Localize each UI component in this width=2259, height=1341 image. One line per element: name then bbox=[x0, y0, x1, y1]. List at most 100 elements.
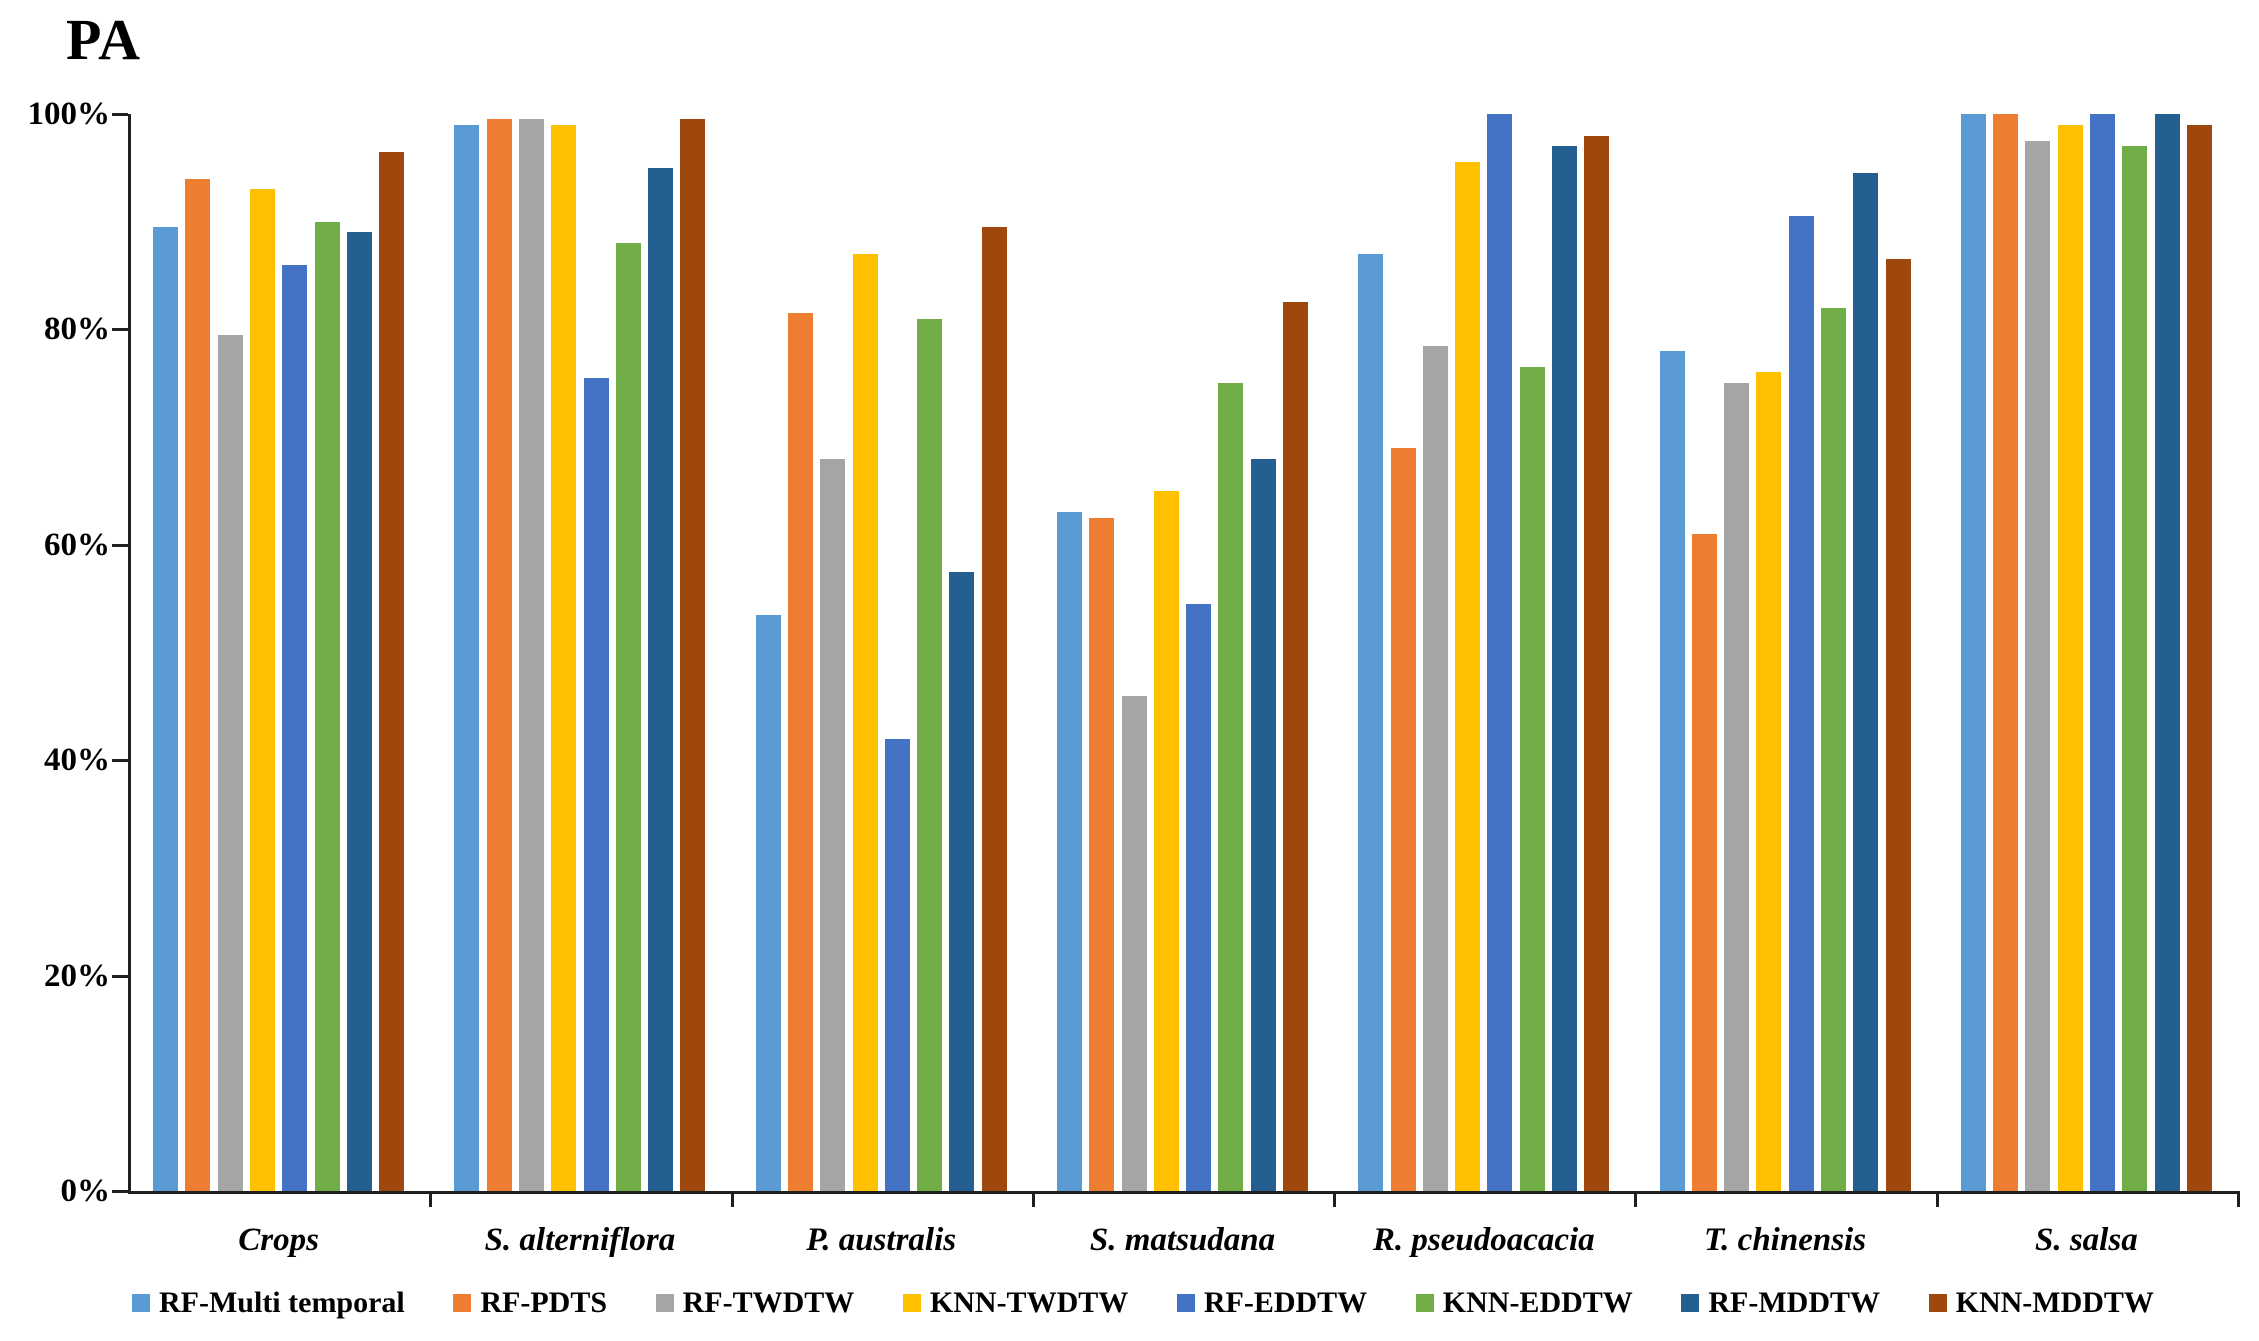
legend-item-RF-TWDTW: RF-TWDTW bbox=[655, 1286, 855, 1320]
legend-label: RF-TWDTW bbox=[682, 1286, 855, 1319]
legend-swatch bbox=[1928, 1294, 1947, 1312]
y-tick-label: 40% bbox=[44, 742, 110, 779]
y-tick-label: 60% bbox=[44, 526, 110, 563]
bar-KNN-TWDTW-P. australis bbox=[852, 254, 878, 1191]
bar-RF-MDDTW-R. pseudoacacia bbox=[1552, 146, 1578, 1191]
bar-RF-EDDTW-Crops bbox=[282, 264, 308, 1191]
bar-RF-TWDTW-S. matsudana bbox=[1121, 695, 1147, 1191]
bar-RF-TWDTW-T. chinensis bbox=[1724, 383, 1750, 1191]
legend-item-KNN-TWDTW: KNN-TWDTW bbox=[902, 1286, 1129, 1320]
bar-RF-Multi temporal-P. australis bbox=[755, 614, 781, 1191]
bar-KNN-MDDTW-T. chinensis bbox=[1885, 259, 1911, 1191]
bar-RF-MDDTW-T. chinensis bbox=[1853, 173, 1879, 1191]
bar-RF-EDDTW-T. chinensis bbox=[1788, 216, 1814, 1191]
y-tick-label: 100% bbox=[27, 96, 111, 132]
x-tick bbox=[429, 1194, 433, 1207]
bar-RF-PDTS-T. chinensis bbox=[1691, 534, 1717, 1191]
bar-KNN-TWDTW-T. chinensis bbox=[1756, 372, 1782, 1191]
x-tick bbox=[730, 1194, 734, 1207]
legend-item-RF-EDDTW: RF-EDDTW bbox=[1176, 1286, 1368, 1320]
x-tick bbox=[1031, 1194, 1035, 1207]
x-tick bbox=[1333, 1194, 1337, 1207]
bar-RF-EDDTW-S. alterniflora bbox=[583, 377, 609, 1191]
bar-RF-Multi temporal-S. matsudana bbox=[1056, 512, 1082, 1191]
x-tick bbox=[2237, 1194, 2240, 1207]
y-tick-label: 20% bbox=[44, 957, 110, 994]
bar-KNN-TWDTW-S. alterniflora bbox=[551, 124, 577, 1191]
bar-KNN-EDDTW-S. salsa bbox=[2122, 146, 2148, 1191]
bar-RF-MDDTW-S. matsudana bbox=[1250, 458, 1276, 1191]
y-tick-label: 80% bbox=[44, 311, 110, 348]
legend-swatch bbox=[655, 1294, 674, 1312]
bar-RF-EDDTW-P. australis bbox=[884, 738, 910, 1191]
bar-KNN-MDDTW-P. australis bbox=[981, 227, 1007, 1191]
bar-RF-MDDTW-S. alterniflora bbox=[648, 167, 674, 1191]
legend-label: RF-MDDTW bbox=[1708, 1286, 1881, 1319]
bar-RF-Multi temporal-Crops bbox=[153, 227, 179, 1191]
bar-KNN-EDDTW-T. chinensis bbox=[1821, 307, 1847, 1191]
legend-item-RF-MDDTW: RF-MDDTW bbox=[1681, 1286, 1880, 1320]
legend-label: KNN-MDDTW bbox=[1955, 1286, 2154, 1319]
bar-RF-TWDTW-R. pseudoacacia bbox=[1422, 345, 1448, 1191]
legend: RF-Multi temporal RF-PDTS RF-TWDTW KNN-TWDT… bbox=[132, 1282, 2154, 1324]
x-tick bbox=[1634, 1194, 1638, 1207]
bar-KNN-TWDTW-Crops bbox=[249, 189, 275, 1191]
y-tick bbox=[112, 1190, 128, 1193]
bar-RF-PDTS-R. pseudoacacia bbox=[1390, 447, 1416, 1191]
legend-swatch bbox=[1415, 1294, 1434, 1312]
bar-KNN-TWDTW-S. salsa bbox=[2057, 124, 2083, 1191]
y-tick bbox=[112, 543, 128, 547]
bar-RF-EDDTW-S. salsa bbox=[2090, 114, 2115, 1191]
legend-item-RF-PDTS: RF-PDTS bbox=[453, 1286, 607, 1320]
legend-item-RF-Multi temporal: RF-Multi temporal bbox=[132, 1286, 405, 1320]
y-axis bbox=[128, 114, 131, 1191]
bar-KNN-EDDTW-Crops bbox=[314, 221, 340, 1191]
bar-RF-TWDTW-S. salsa bbox=[2025, 140, 2051, 1191]
category-label: Crops bbox=[238, 1222, 319, 1258]
y-tick bbox=[112, 759, 128, 763]
legend-swatch bbox=[132, 1294, 150, 1312]
legend-label: RF-Multi temporal bbox=[159, 1286, 405, 1319]
bar-RF-Multi temporal-S. salsa bbox=[1960, 114, 1986, 1191]
legend-label: KNN-EDDTW bbox=[1442, 1286, 1633, 1319]
category-label: S. alterniflora bbox=[484, 1222, 676, 1258]
y-tick-label: 0% bbox=[60, 1173, 111, 1209]
bar-RF-Multi temporal-R. pseudoacacia bbox=[1358, 254, 1384, 1191]
category-label: P. australis bbox=[806, 1222, 957, 1258]
bar-RF-EDDTW-S. matsudana bbox=[1186, 604, 1212, 1191]
category-label: R. pseudoacacia bbox=[1372, 1222, 1595, 1258]
legend-item-KNN-MDDTW: KNN-MDDTW bbox=[1928, 1286, 2154, 1320]
bar-RF-PDTS-S. salsa bbox=[1993, 114, 2019, 1191]
bar-RF-TWDTW-Crops bbox=[217, 334, 243, 1191]
legend-label: RF-PDTS bbox=[480, 1286, 608, 1319]
bar-KNN-EDDTW-P. australis bbox=[917, 318, 943, 1191]
bar-KNN-MDDTW-Crops bbox=[379, 151, 405, 1191]
legend-label: RF-EDDTW bbox=[1203, 1286, 1368, 1319]
bar-RF-MDDTW-P. australis bbox=[949, 571, 975, 1191]
legend-swatch bbox=[1176, 1294, 1195, 1312]
chart-title: PA bbox=[66, 7, 142, 72]
bar-KNN-EDDTW-S. matsudana bbox=[1218, 383, 1244, 1191]
bar-RF-PDTS-S. matsudana bbox=[1089, 517, 1115, 1191]
bar-KNN-MDDTW-S. matsudana bbox=[1283, 302, 1309, 1191]
bar-KNN-TWDTW-S. matsudana bbox=[1153, 490, 1179, 1191]
category-label: S. matsudana bbox=[1089, 1222, 1276, 1258]
bar-KNN-EDDTW-S. alterniflora bbox=[615, 243, 641, 1191]
y-tick bbox=[112, 328, 128, 332]
legend-swatch bbox=[453, 1294, 472, 1312]
bar-RF-PDTS-P. australis bbox=[787, 313, 813, 1191]
bar-RF-TWDTW-S. alterniflora bbox=[518, 119, 544, 1191]
legend-label: KNN-TWDTW bbox=[929, 1286, 1129, 1319]
y-tick bbox=[112, 974, 128, 978]
legend-swatch bbox=[1681, 1294, 1700, 1312]
bar-RF-PDTS-S. alterniflora bbox=[486, 119, 512, 1191]
bar-RF-MDDTW-Crops bbox=[346, 232, 372, 1191]
category-label: T. chinensis bbox=[1704, 1222, 1867, 1258]
bar-KNN-MDDTW-S. salsa bbox=[2186, 124, 2212, 1191]
bar-RF-Multi temporal-S. alterniflora bbox=[454, 124, 480, 1191]
bar-RF-MDDTW-S. salsa bbox=[2154, 114, 2180, 1191]
bar-KNN-MDDTW-R. pseudoacacia bbox=[1584, 135, 1610, 1191]
category-label: S. salsa bbox=[2034, 1222, 2138, 1258]
y-tick bbox=[112, 113, 128, 116]
